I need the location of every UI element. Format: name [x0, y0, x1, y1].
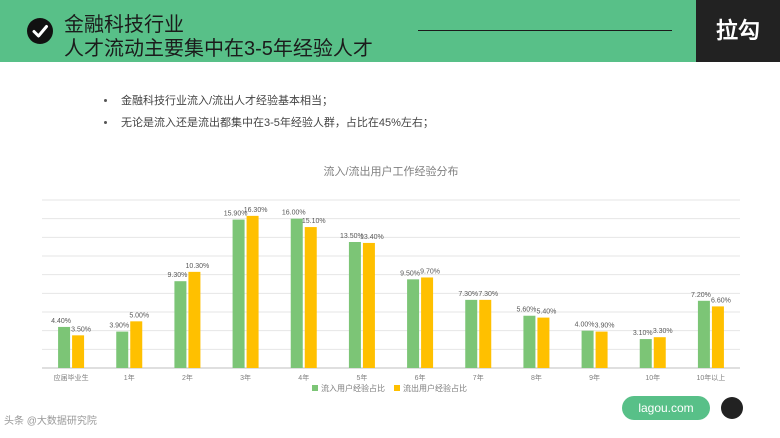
data-label: 9.70%	[420, 268, 440, 275]
data-label: 3.90%	[109, 323, 129, 330]
data-label: 16.30%	[244, 207, 268, 214]
data-label: 5.60%	[516, 307, 536, 314]
bar	[232, 219, 245, 368]
x-tick-label: 7年	[473, 373, 484, 382]
data-label: 5.00%	[129, 312, 149, 319]
bar	[348, 242, 361, 368]
bar	[639, 339, 652, 368]
data-label: 13.40%	[360, 234, 384, 241]
x-tick-label: 4年	[298, 373, 309, 382]
legend-label: 流入用户经验占比	[321, 383, 385, 393]
bar	[130, 321, 143, 368]
bar	[116, 331, 129, 368]
data-label: 9.30%	[167, 272, 187, 279]
bar	[711, 306, 724, 368]
bar	[72, 335, 85, 368]
data-label: 7.30%	[478, 291, 498, 298]
chart-title: 流入/流出用户工作经验分布	[323, 164, 458, 178]
bar	[595, 331, 608, 368]
x-tick-label: 10年	[645, 373, 660, 382]
data-label: 9.50%	[400, 270, 420, 277]
header-bar	[0, 0, 780, 62]
bar	[697, 300, 710, 368]
brand-logo: 拉勾	[696, 0, 780, 62]
page-subtitle: 人才流动主要集中在3-5年经验人才	[64, 38, 373, 60]
data-label: 7.30%	[458, 291, 478, 298]
bullet-item: 无论是流入还是流出都集中在3-5年经验人群，占比在45%左右；	[104, 111, 434, 133]
data-label: 3.30%	[653, 328, 673, 335]
data-label: 3.10%	[633, 330, 653, 337]
bar	[537, 317, 550, 368]
x-tick-label: 2年	[182, 373, 193, 382]
header-divider	[418, 30, 672, 31]
x-tick-label: 9年	[589, 373, 600, 382]
x-tick-label: 3年	[240, 373, 251, 382]
x-tick-label: 8年	[531, 373, 542, 382]
data-label: 6.60%	[711, 297, 731, 304]
data-label: 13.50%	[340, 233, 364, 240]
legend-label: 流出用户经验占比	[403, 383, 467, 393]
data-label: 4.40%	[51, 318, 71, 325]
bar	[188, 271, 201, 368]
x-tick-label: 10年以上	[697, 373, 726, 382]
site-badge[interactable]: lagou.com	[622, 396, 710, 420]
bar	[465, 299, 478, 368]
bar	[407, 279, 420, 368]
bar	[58, 326, 71, 368]
bar	[290, 218, 303, 368]
bar	[421, 277, 434, 368]
bullet-dot-icon	[104, 98, 107, 102]
bullet-list: 金融科技行业流入/流出人才经验基本相当； 无论是流入还是流出都集中在3-5年经验…	[104, 89, 434, 133]
bar	[174, 281, 187, 368]
watermark: 头条 @大数据研究院	[4, 416, 97, 427]
bar	[523, 315, 536, 368]
data-label: 5.40%	[536, 309, 556, 316]
bullet-text: 无论是流入还是流出都集中在3-5年经验人群，占比在45%左右；	[121, 117, 434, 129]
data-label: 10.30%	[186, 263, 210, 270]
bullet-dot-icon	[104, 120, 107, 124]
check-icon	[27, 18, 53, 44]
circle-icon	[721, 397, 743, 419]
bullet-item: 金融科技行业流入/流出人才经验基本相当；	[104, 89, 434, 111]
data-label: 15.10%	[302, 218, 326, 225]
data-label: 15.90%	[224, 211, 248, 218]
data-label: 3.50%	[71, 326, 91, 333]
x-tick-label: 6年	[415, 373, 426, 382]
data-label: 16.00%	[282, 210, 306, 217]
bar	[246, 215, 259, 368]
data-label: 7.20%	[691, 292, 711, 299]
legend-swatch	[394, 385, 400, 391]
x-tick-label: 应届毕业生	[54, 373, 89, 382]
legend-swatch	[312, 385, 318, 391]
bar	[362, 242, 375, 368]
bar	[479, 299, 492, 368]
bullet-text: 金融科技行业流入/流出人才经验基本相当；	[121, 95, 334, 107]
bar	[581, 330, 594, 368]
x-tick-label: 5年	[356, 373, 367, 382]
x-tick-label: 1年	[124, 373, 135, 382]
data-label: 3.90%	[595, 323, 615, 330]
data-label: 4.00%	[575, 322, 595, 329]
bar	[653, 337, 666, 368]
page-title: 金融科技行业	[64, 14, 184, 36]
bar	[304, 227, 317, 368]
